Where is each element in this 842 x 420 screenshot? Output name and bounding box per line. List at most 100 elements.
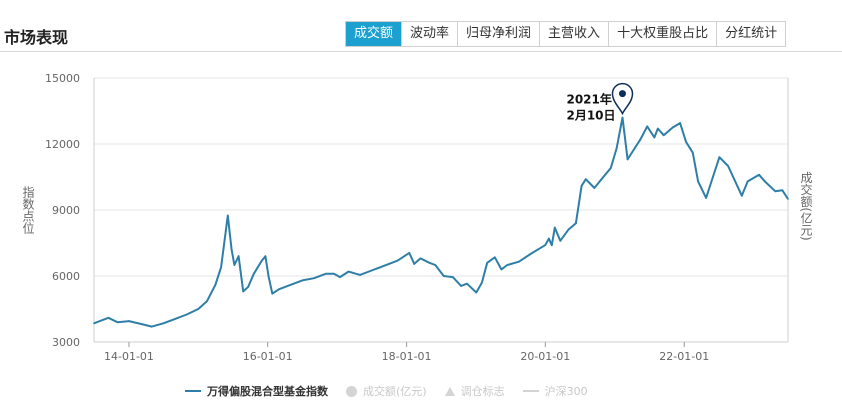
section-title: 市场表现 [4, 28, 69, 47]
data-point [646, 125, 648, 128]
data-point [128, 320, 130, 322]
data-point [727, 165, 729, 167]
legend-item-fund-index[interactable]: 万得偏股混合型基金指数 [185, 383, 328, 399]
data-point [712, 176, 714, 178]
data-point [653, 136, 656, 139]
data-point [174, 318, 176, 320]
data-point [162, 322, 165, 325]
data-point [413, 263, 416, 265]
data-point [787, 198, 789, 200]
data-point [697, 180, 699, 183]
metric-tabs: 成交额 波动率 归母净利润 主营收入 十大权重股占比 分红统计 [345, 21, 787, 47]
data-point [289, 284, 292, 286]
legend-item-rebalance-flag[interactable]: 调仓标志 [444, 383, 505, 399]
line-icon [522, 390, 539, 392]
data-point [267, 275, 270, 277]
tab-top10-weight[interactable]: 十大权重股占比 [608, 22, 717, 46]
data-point [214, 284, 217, 286]
data-point [758, 174, 760, 176]
data-point [460, 285, 462, 287]
legend-label: 沪深300 [544, 385, 588, 398]
data-point [339, 276, 341, 278]
data-point [764, 180, 766, 183]
x-tick-label: 14-01-01 [104, 350, 154, 363]
tab-volatility[interactable]: 波动率 [401, 22, 458, 46]
data-point [233, 264, 236, 266]
data-point [301, 279, 304, 282]
data-point [247, 286, 249, 288]
data-point [559, 240, 562, 242]
legend-label: 成交额(亿元) [363, 385, 427, 398]
data-point [548, 237, 550, 240]
data-point [679, 122, 681, 124]
data-point [466, 282, 468, 285]
data-point [324, 273, 327, 275]
tab-dividend[interactable]: 分红统计 [716, 22, 786, 46]
line-chart: 15000 12000 9000 6000 3000 14-01-01 16-01-01 18… [21, 72, 813, 363]
data-point [382, 265, 385, 267]
chart-area: 15000 12000 9000 6000 3000 14-01-01 16-01-01 18… [0, 60, 842, 420]
data-point [580, 185, 583, 187]
data-point [602, 176, 605, 178]
data-point [253, 273, 255, 275]
data-point [359, 274, 361, 276]
legend-item-hs300[interactable]: 沪深300 [522, 383, 588, 399]
data-point [428, 262, 431, 264]
data-point [93, 322, 95, 325]
data-point [313, 277, 315, 279]
data-point [271, 292, 274, 295]
tab-turnover[interactable]: 成交额 [346, 22, 402, 46]
legend-label: 万得偏股混合型基金指数 [207, 385, 328, 398]
x-tick-label: 20-01-01 [520, 350, 570, 363]
annotation-label-line2: 2月10日 [566, 109, 615, 123]
data-point [685, 141, 687, 143]
data-point [434, 264, 437, 266]
data-point [575, 222, 577, 224]
map-pin-dot [618, 90, 626, 98]
data-point [671, 126, 674, 129]
data-point [333, 273, 335, 275]
data-point [626, 158, 629, 161]
data-point [657, 127, 659, 130]
data-point [609, 167, 612, 169]
header-divider [0, 51, 842, 52]
chart-legend: 万得偏股混合型基金指数 成交额(亿元) 调仓标志 沪深300 [185, 381, 606, 401]
data-point [506, 264, 509, 266]
data-point [662, 134, 665, 136]
data-point [185, 313, 188, 316]
data-point [481, 281, 483, 284]
triangle-icon [444, 386, 455, 396]
y-tick-label: 9000 [52, 204, 80, 217]
y2-axis-title: 成交额(亿元) [799, 171, 813, 241]
data-point [475, 291, 478, 294]
y-axis-title: 指数点位 [21, 185, 35, 234]
y-tick-label: 3000 [52, 336, 80, 349]
data-point [278, 288, 280, 290]
map-pin-icon [611, 82, 634, 116]
data-point [347, 270, 350, 273]
y-tick-label: 6000 [52, 270, 80, 283]
tab-revenue[interactable]: 主营收入 [539, 22, 609, 46]
data-point [639, 138, 642, 141]
data-point [774, 190, 777, 193]
data-point [220, 266, 222, 268]
x-tick-label: 16-01-01 [243, 350, 293, 363]
y-tick-label: 15000 [45, 72, 80, 85]
data-point [633, 147, 636, 150]
data-point [206, 300, 208, 303]
tab-net-profit[interactable]: 归母净利润 [457, 22, 540, 46]
data-point [746, 180, 749, 183]
annotation-label-line1: 2021年 [566, 92, 611, 107]
data-point [529, 253, 532, 255]
data-point [230, 248, 233, 251]
circle-icon [346, 385, 357, 397]
data-point [718, 156, 721, 158]
data-point [621, 116, 624, 119]
data-point [585, 178, 587, 180]
data-point [451, 276, 454, 278]
line-icon [185, 390, 201, 392]
series-line-fund-index [93, 116, 789, 328]
x-tick-label: 22-01-01 [659, 350, 709, 363]
data-point [242, 290, 244, 293]
legend-item-turnover[interactable]: 成交额(亿元) [346, 383, 427, 399]
